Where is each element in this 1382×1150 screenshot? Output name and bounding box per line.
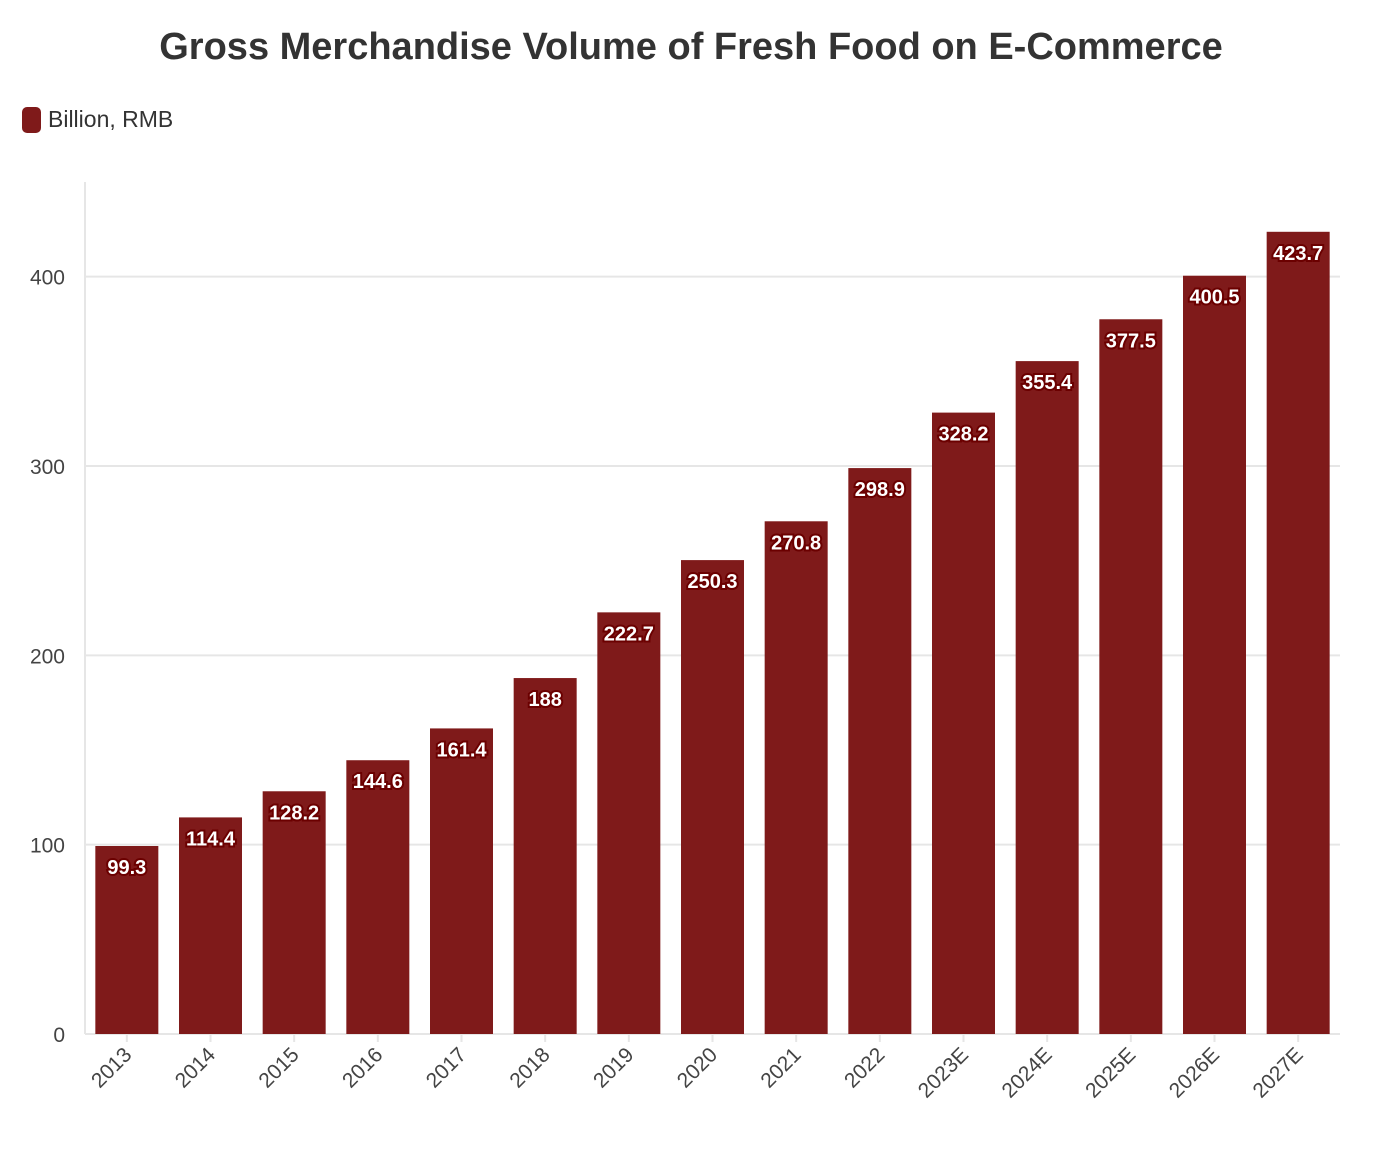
x-tick-label: 2022 (840, 1043, 889, 1092)
data-label: 298.9 (855, 479, 905, 501)
bar (95, 845, 159, 1034)
bar (764, 521, 828, 1034)
bar (848, 468, 912, 1035)
bar (932, 412, 995, 1034)
bar (513, 678, 577, 1034)
x-tick-label: 2015 (254, 1043, 303, 1092)
bar (346, 760, 410, 1034)
bar (262, 791, 326, 1034)
y-tick-label: 400 (30, 267, 65, 290)
bar (179, 817, 242, 1034)
y-tick-label: 200 (30, 645, 65, 668)
legend-swatch (22, 106, 41, 133)
data-label: 423.7 (1273, 243, 1323, 265)
bar (1183, 275, 1246, 1035)
bar (1266, 231, 1330, 1034)
x-tick-label: 2019 (589, 1043, 638, 1092)
x-tick-label: 2013 (87, 1043, 136, 1092)
data-label: 355.4 (1022, 372, 1073, 394)
data-label: 270.8 (771, 532, 821, 554)
bar (1099, 319, 1163, 1034)
x-tick-label: 2025E (1081, 1043, 1140, 1102)
x-tick-label: 2020 (673, 1043, 722, 1092)
x-tick-label: 2016 (338, 1043, 387, 1092)
x-tick-label: 2021 (756, 1043, 805, 1092)
data-label: 328.2 (938, 424, 988, 446)
x-tick-label: 2014 (171, 1043, 221, 1093)
chart-title: Gross Merchandise Volume of Fresh Food o… (159, 26, 1223, 68)
x-tick-label: 2018 (505, 1043, 554, 1092)
data-label: 144.6 (353, 771, 403, 793)
bar (1015, 361, 1079, 1034)
data-label: 250.3 (687, 571, 737, 593)
x-tick-label: 2023E (914, 1043, 973, 1102)
x-tick-label: 2024E (997, 1043, 1056, 1102)
data-label: 161.4 (436, 739, 487, 761)
x-tick-label: 2027E (1248, 1043, 1307, 1102)
x-tick-label: 2026E (1165, 1043, 1224, 1102)
data-label: 99.3 (107, 857, 146, 879)
data-label: 222.7 (604, 623, 654, 645)
data-label: 377.5 (1106, 330, 1156, 352)
data-label: 128.2 (269, 802, 319, 824)
bar (597, 612, 661, 1034)
data-label: 400.5 (1189, 287, 1239, 309)
y-tick-label: 0 (53, 1024, 65, 1047)
legend-label: Billion, RMB (48, 106, 174, 132)
data-label: 188 (528, 689, 561, 711)
data-label: 114.4 (186, 828, 236, 850)
x-tick-label: 2017 (422, 1043, 471, 1092)
legend[interactable]: Billion, RMB (22, 106, 173, 133)
y-tick-label: 300 (30, 456, 65, 479)
y-tick-label: 100 (30, 835, 65, 858)
bar (681, 560, 744, 1034)
bar (430, 728, 493, 1034)
